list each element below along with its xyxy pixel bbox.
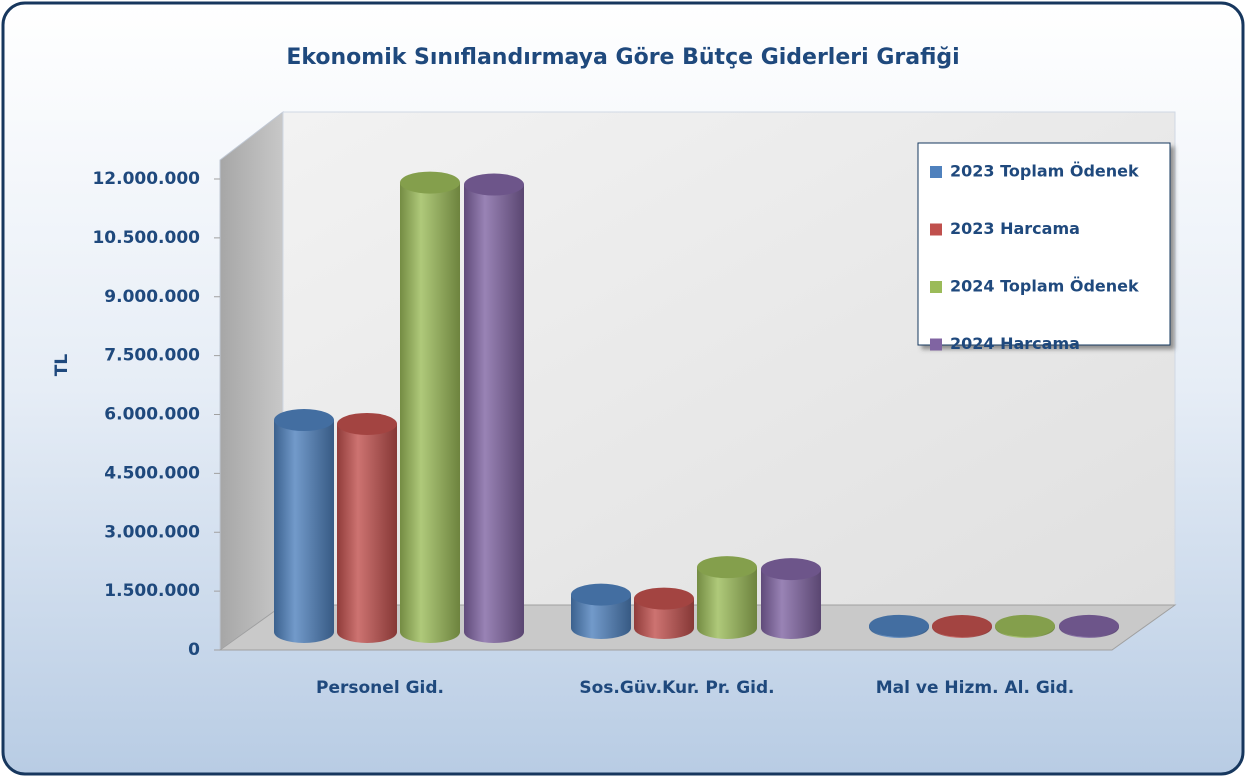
- y-tick-label: 10.500.000: [92, 228, 200, 248]
- cylinder-body: [400, 182, 460, 643]
- cylinder-top: [634, 587, 694, 610]
- side-wall: [219, 110, 284, 651]
- y-tick-label: 1.500.000: [104, 581, 200, 601]
- y-tick-label: 9.000.000: [104, 287, 200, 307]
- y-tick-label: 3.000.000: [104, 522, 200, 542]
- legend-swatch: [930, 223, 942, 236]
- y-tick-label: 4.500.000: [104, 463, 200, 483]
- cylinder: [400, 171, 460, 643]
- cylinder-top: [1059, 614, 1119, 637]
- cylinder: [932, 615, 992, 638]
- legend-label: 2024 Harcama: [950, 334, 1080, 353]
- chart-title: Ekonomik Sınıflandırmaya Göre Bütçe Gide…: [286, 45, 959, 70]
- y-tick-label: 6.000.000: [104, 405, 200, 425]
- cylinder: [634, 587, 694, 639]
- cylinder: [274, 409, 334, 643]
- legend-label: 2023 Harcama: [950, 219, 1080, 238]
- cylinder: [869, 614, 929, 638]
- cylinder-body: [634, 598, 694, 639]
- cylinder: [464, 173, 524, 644]
- cylinder: [571, 583, 631, 639]
- legend-swatch: [930, 166, 942, 178]
- bars: [274, 171, 1119, 644]
- cylinder-body: [274, 420, 334, 643]
- cylinder-top: [761, 558, 821, 581]
- cylinder-top: [932, 615, 992, 638]
- legend-label: 2023 Toplam Ödenek: [950, 162, 1139, 181]
- cylinder-body: [464, 184, 524, 644]
- legend-swatch: [930, 281, 942, 293]
- cylinder-body: [337, 423, 397, 643]
- y-axis-title: TL: [52, 354, 72, 377]
- x-tick-label: Personel Gid.: [316, 678, 444, 698]
- cylinder-top: [869, 614, 929, 637]
- y-tick-label: 12.000.000: [92, 169, 200, 189]
- x-tick-label: Mal ve Hizm. Al. Gid.: [876, 678, 1074, 698]
- cylinder-top: [995, 614, 1055, 637]
- cylinder: [995, 614, 1055, 638]
- y-tick-label: 0: [188, 640, 200, 660]
- legend-label: 2024 Toplam Ödenek: [950, 277, 1139, 296]
- legend: [917, 142, 1171, 346]
- cylinder-body: [761, 569, 821, 639]
- legend-swatch: [930, 338, 942, 351]
- y-tick-label: 7.500.000: [104, 346, 200, 366]
- cylinder: [761, 558, 821, 639]
- cylinder-top: [464, 173, 524, 196]
- cylinder-body: [571, 594, 631, 639]
- cylinder: [337, 412, 397, 643]
- cylinder-top: [337, 412, 397, 435]
- cylinder: [1059, 614, 1119, 638]
- cylinder-body: [697, 567, 757, 639]
- x-tick-label: Sos.Güv.Kur. Pr. Gid.: [579, 678, 774, 698]
- cylinder-top: [274, 409, 334, 432]
- cylinder: [697, 556, 757, 639]
- cylinder-top: [571, 583, 631, 606]
- cylinder-top: [697, 556, 757, 579]
- cylinder-top: [400, 171, 460, 194]
